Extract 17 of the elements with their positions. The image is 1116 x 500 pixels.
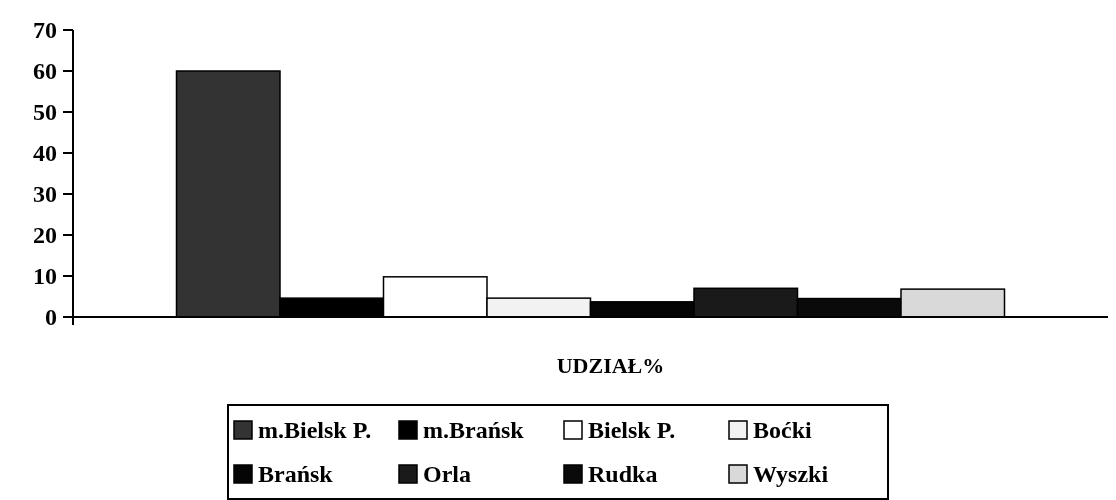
legend-label: Brańsk [258,461,334,488]
legend-label: Rudka [588,461,658,488]
y-tick-label: 30 [33,181,57,208]
x-axis-title: UDZIAŁ% [556,353,665,378]
legend-label: Orla [423,461,471,488]
legend-label: Boćki [753,417,813,444]
y-tick-label: 50 [33,99,57,126]
y-tick-label: 40 [33,140,57,167]
y-tick-label: 70 [33,17,57,44]
legend-label: Bielsk P. [588,417,676,444]
y-tick-label: 0 [45,304,57,331]
y-tick-label: 60 [33,58,57,85]
legend-label: m.Brańsk [423,417,525,444]
y-tick-label: 10 [33,263,57,290]
legend-label: m.Bielsk P. [258,417,372,444]
legend-label: Wyszki [753,461,829,488]
y-tick-label: 20 [33,222,57,249]
